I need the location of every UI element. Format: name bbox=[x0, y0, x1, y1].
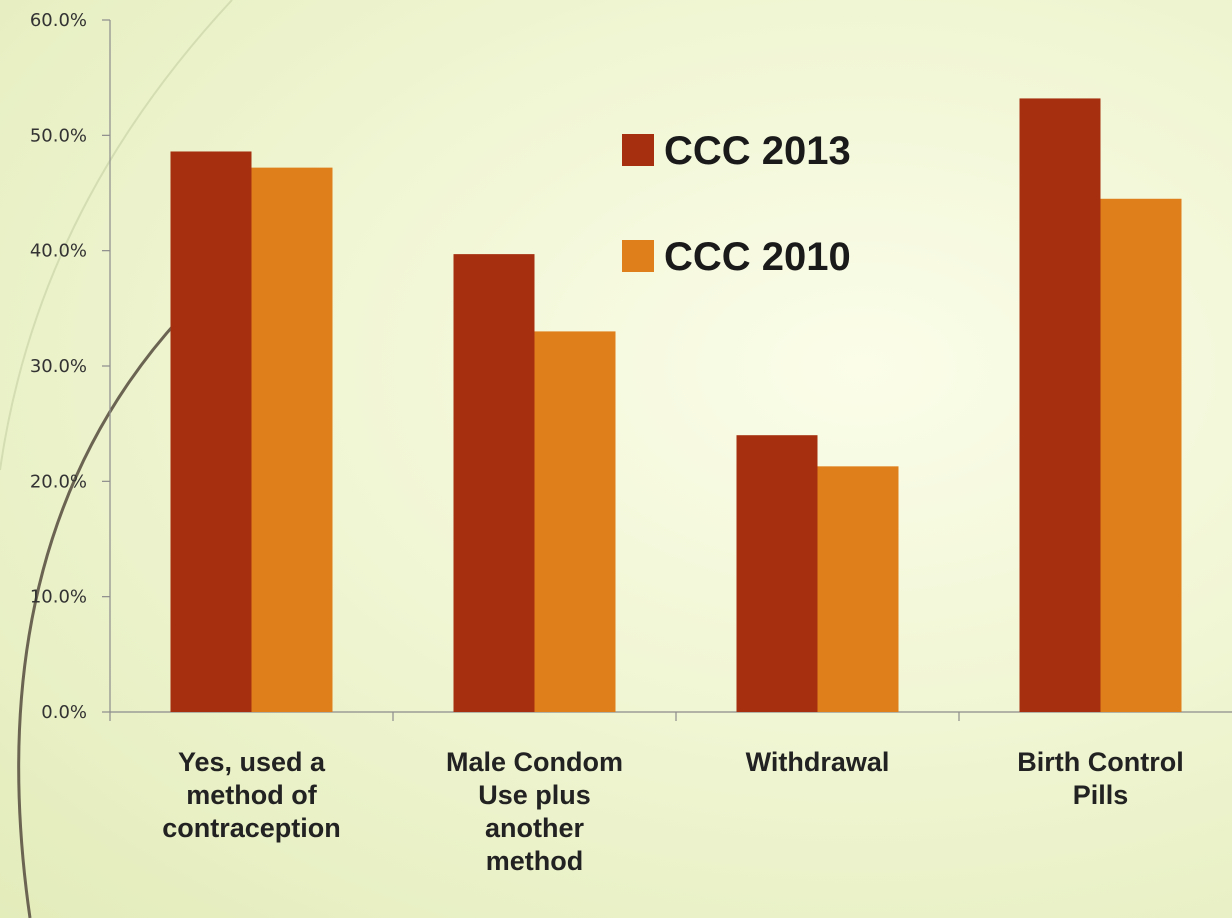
legend-label: CCC 2013 bbox=[664, 129, 851, 173]
bar-series-2 bbox=[251, 167, 333, 713]
category-label-line: contraception bbox=[162, 813, 341, 843]
category-label-line: Pills bbox=[1073, 780, 1129, 810]
y-tick-label: 50.0% bbox=[30, 125, 87, 146]
legend: CCC 2013 CCC 2010 bbox=[622, 129, 851, 279]
category-label: Birth Control Pills bbox=[1017, 747, 1183, 810]
bar-series-2 bbox=[534, 331, 616, 712]
category-label-line: Birth Control bbox=[1017, 747, 1183, 777]
bar-series-2 bbox=[1100, 198, 1182, 712]
y-tick-label: 30.0% bbox=[30, 356, 87, 377]
bar-series-2 bbox=[817, 466, 899, 712]
legend-label: CCC 2010 bbox=[664, 235, 851, 279]
legend-swatch bbox=[622, 134, 654, 166]
y-axis: 0.0% 10.0% 20.0% 30.0% 40.0% 50.0% 60.0% bbox=[30, 10, 111, 723]
bars bbox=[170, 98, 1182, 713]
category-labels: Yes, used a method of contraception Male Co… bbox=[162, 747, 1184, 876]
bar-series-1 bbox=[736, 435, 818, 712]
category-label-line: method of bbox=[186, 780, 317, 810]
y-tick-label: 20.0% bbox=[30, 471, 87, 492]
decorative-arc-light bbox=[0, 0, 233, 471]
background-decoration bbox=[0, 0, 233, 918]
y-tick-label: 60.0% bbox=[30, 10, 87, 31]
category-label-line: Male Condom bbox=[446, 747, 623, 777]
category-label-line: method bbox=[486, 846, 584, 876]
y-tick-label: 40.0% bbox=[30, 241, 87, 262]
x-axis bbox=[109, 711, 1232, 721]
bar-series-1 bbox=[453, 254, 535, 713]
category-label-line: another bbox=[485, 813, 585, 843]
category-label: Withdrawal bbox=[746, 747, 890, 777]
category-label-line: Use plus bbox=[478, 780, 591, 810]
category-label-line: Yes, used a bbox=[178, 747, 326, 777]
bar-series-1 bbox=[1019, 98, 1101, 713]
category-label-line: Withdrawal bbox=[746, 747, 890, 777]
legend-swatch bbox=[622, 240, 654, 272]
category-label: Male Condom Use plus another method bbox=[446, 747, 623, 876]
decorative-arc-dark bbox=[17, 316, 182, 918]
category-label: Yes, used a method of contraception bbox=[162, 747, 341, 843]
bar-series-1 bbox=[170, 151, 252, 713]
y-tick-label: 0.0% bbox=[41, 702, 87, 723]
y-tick-label: 10.0% bbox=[30, 587, 87, 608]
